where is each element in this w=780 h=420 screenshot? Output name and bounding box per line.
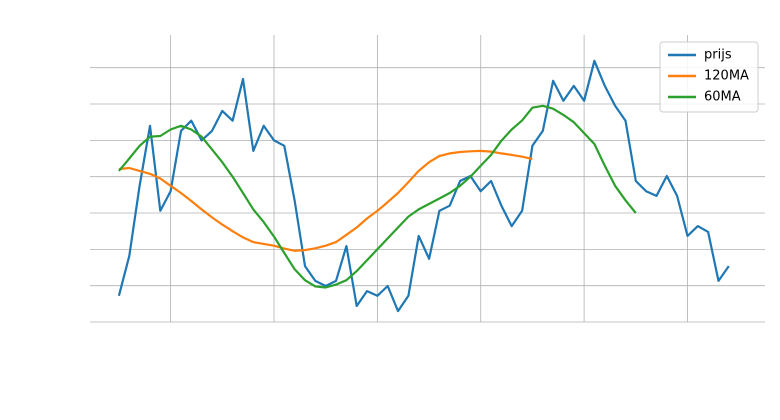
legend-box bbox=[659, 41, 759, 113]
series-line bbox=[118, 104, 637, 289]
legend: prijs 120MA 60MA bbox=[659, 41, 759, 113]
legend-label: 120MA bbox=[704, 69, 749, 84]
legend-label: 60MA bbox=[704, 90, 741, 105]
legend-label: prijs bbox=[704, 48, 732, 63]
series-line bbox=[117, 59, 730, 313]
series-line bbox=[118, 149, 533, 252]
